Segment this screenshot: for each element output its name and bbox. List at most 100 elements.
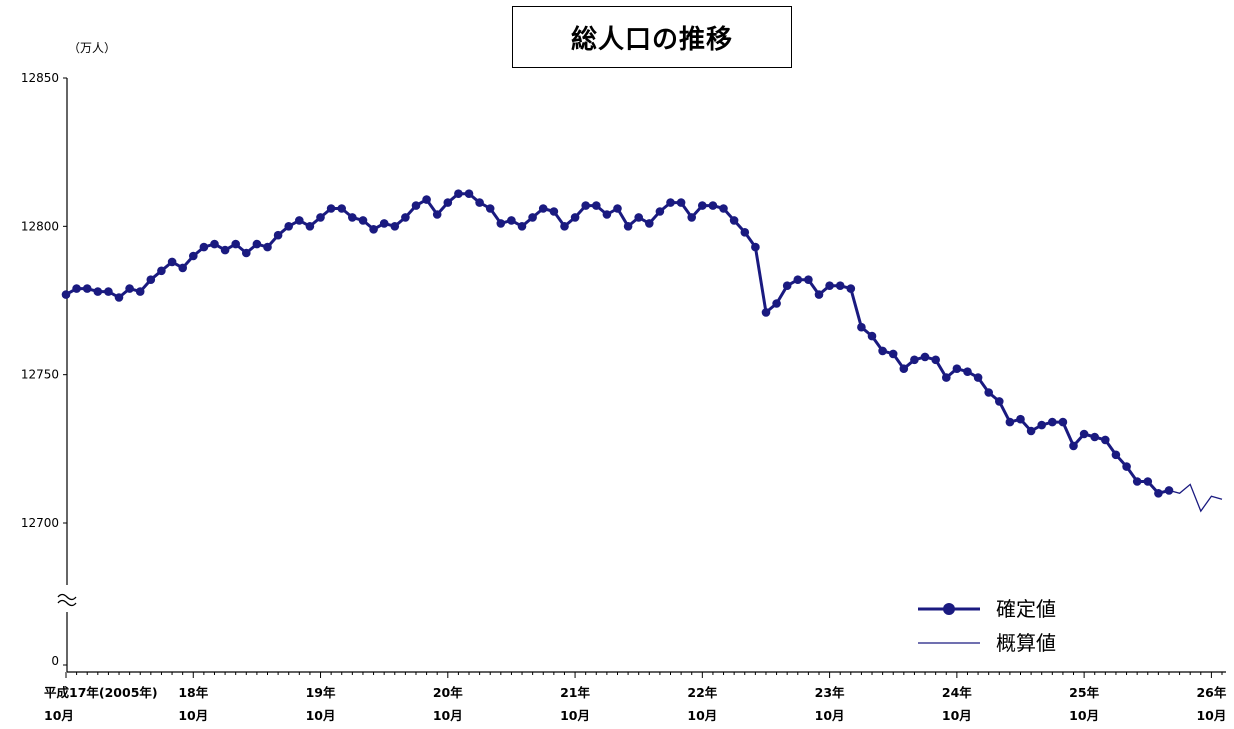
x-tick-year: 平成17年(2005年): [44, 685, 158, 700]
data-point-kakutei: [146, 275, 156, 285]
data-point-kakutei: [560, 222, 569, 231]
data-point-kakutei: [1005, 417, 1015, 427]
data-point-kakutei: [1026, 426, 1036, 436]
data-point-kakutei: [454, 189, 463, 198]
data-point-kakutei: [592, 201, 601, 210]
y-axis: 12850 12800 12750 12700 0: [21, 71, 77, 672]
data-point-kakutei: [1090, 432, 1099, 442]
x-tick-label: 19年 10月: [306, 685, 336, 723]
x-tick-label: 24年 10月: [942, 685, 972, 723]
legend-label-gaisan: 概算値: [996, 631, 1056, 655]
data-point-kakutei: [443, 198, 453, 207]
data-point-kakutei: [316, 213, 325, 222]
x-tick-year: 19年: [306, 685, 336, 700]
x-tick-month: 10月: [687, 708, 717, 723]
y-tick-label: 12850: [21, 71, 59, 85]
x-tick-month: 10月: [1069, 708, 1099, 723]
data-point-kakutei: [634, 213, 643, 222]
series-line-gaisan: [1168, 483, 1223, 513]
data-point-kakutei: [242, 248, 251, 258]
data-point-kakutei: [485, 204, 495, 213]
data-point-kakutei: [878, 346, 887, 356]
data-point-kakutei: [963, 367, 972, 377]
data-point-kakutei: [1143, 477, 1153, 486]
data-point-kakutei: [305, 222, 315, 231]
data-point-kakutei: [973, 373, 983, 382]
y-tick-label: 12750: [21, 368, 59, 382]
data-point-kakutei: [1154, 489, 1163, 498]
x-tick-year: 24年: [942, 685, 972, 700]
data-point-kakutei: [772, 299, 781, 308]
x-tick-label: 25年 10月: [1069, 685, 1099, 723]
x-tick-year: 23年: [815, 685, 845, 700]
data-point-kakutei: [1058, 417, 1068, 427]
x-tick-year: 25年: [1069, 685, 1099, 700]
data-point-kakutei: [984, 388, 993, 397]
legend-label-kakutei: 確定値: [996, 597, 1056, 621]
data-point-kakutei: [645, 219, 654, 228]
data-point-kakutei: [432, 210, 442, 219]
data-point-kakutei: [995, 397, 1004, 406]
data-point-kakutei: [910, 355, 919, 365]
data-point-kakutei: [793, 275, 803, 285]
x-tick-label: 21年 10月: [560, 685, 590, 723]
data-point-kakutei: [220, 245, 230, 255]
data-point-kakutei: [496, 219, 506, 228]
x-tick-year: 26年: [1196, 685, 1226, 700]
data-point-kakutei: [178, 263, 187, 273]
data-point-kakutei: [570, 213, 580, 222]
x-tick-label: 20年 10月: [433, 685, 463, 723]
data-point-kakutei: [411, 201, 421, 210]
data-point-kakutei: [708, 201, 718, 210]
x-tick-label: 22年 10月: [687, 685, 717, 723]
data-point-kakutei: [857, 322, 866, 332]
data-point-kakutei: [581, 201, 590, 210]
data-point-kakutei: [867, 331, 877, 341]
x-tick-label: 18年 10月: [178, 685, 208, 723]
x-tick-label: 平成17年(2005年) 10月: [44, 685, 158, 723]
data-point-kakutei: [655, 207, 665, 216]
data-point-kakutei: [687, 213, 696, 222]
data-point-kakutei: [814, 290, 824, 299]
x-tick-month: 10月: [44, 708, 74, 723]
data-point-kakutei: [295, 216, 304, 225]
data-point-kakutei: [422, 195, 431, 204]
x-tick-month: 10月: [306, 708, 336, 723]
data-point-kakutei: [942, 373, 951, 382]
x-tick-label: 23年 10月: [815, 685, 845, 723]
data-point-kakutei: [231, 239, 240, 249]
data-point-kakutei: [1048, 417, 1057, 427]
series-line-kakutei: [65, 192, 1170, 495]
data-point-kakutei: [114, 293, 124, 302]
data-point-kakutei: [740, 228, 750, 237]
series-group: [61, 189, 1223, 513]
data-point-kakutei: [676, 198, 686, 207]
legend-marker-kakutei: [943, 603, 955, 615]
data-point-kakutei: [729, 216, 739, 225]
data-point-kakutei: [719, 204, 728, 213]
data-point-kakutei: [464, 189, 474, 198]
data-point-kakutei: [517, 222, 527, 231]
data-point-kakutei: [602, 210, 612, 219]
data-point-kakutei: [82, 284, 92, 293]
unit-label: （万人）: [68, 41, 116, 55]
data-point-kakutei: [358, 216, 368, 225]
data-point-kakutei: [1122, 462, 1131, 471]
data-point-kakutei: [623, 222, 633, 231]
data-point-kakutei: [273, 230, 283, 240]
data-point-kakutei: [284, 222, 294, 231]
y-tick-label: 0: [51, 654, 59, 668]
x-tick-month: 10月: [433, 708, 463, 723]
x-tick-month: 10月: [560, 708, 590, 723]
data-point-kakutei: [899, 364, 909, 374]
y-tick-label: 12700: [21, 516, 59, 530]
data-point-kakutei: [199, 242, 209, 252]
data-point-kakutei: [698, 201, 707, 210]
y-tick-label: 12800: [21, 219, 59, 233]
x-tick-month: 10月: [1196, 708, 1226, 723]
data-point-kakutei: [72, 284, 81, 293]
data-point-kakutei: [538, 204, 548, 213]
data-point-kakutei: [761, 308, 771, 317]
data-point-kakutei: [93, 287, 103, 296]
data-point-kakutei: [135, 287, 145, 296]
